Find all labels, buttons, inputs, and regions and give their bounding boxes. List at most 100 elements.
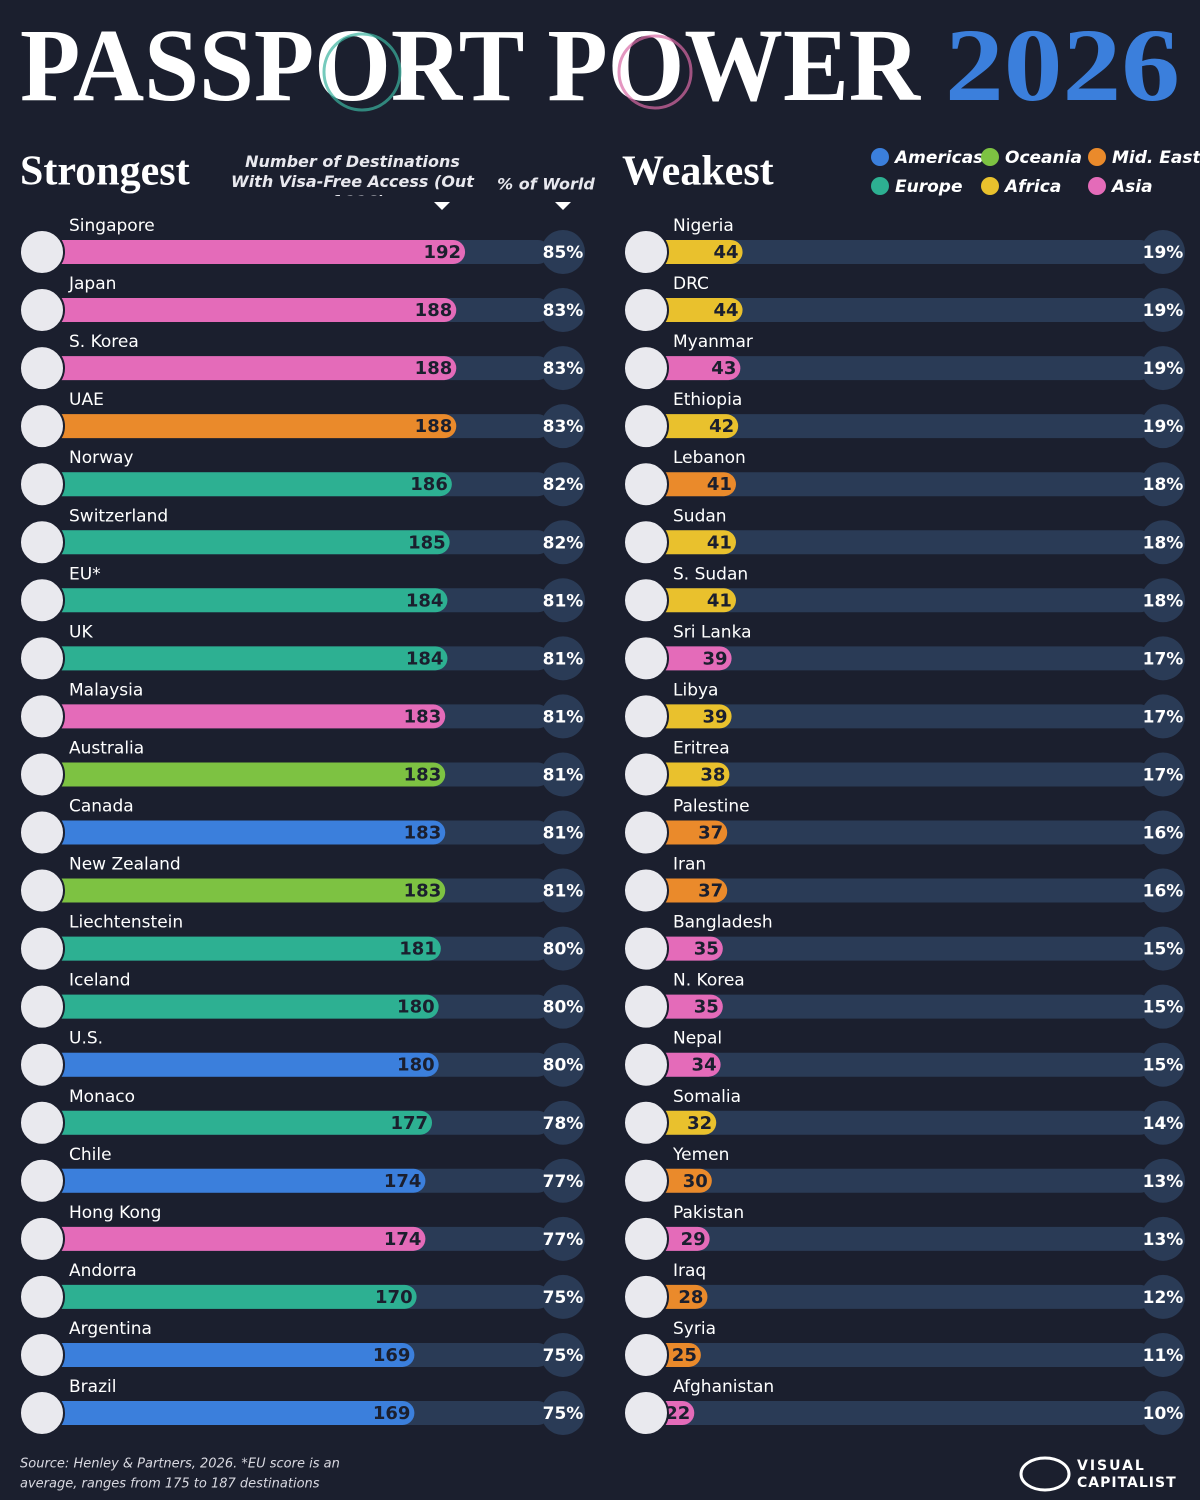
country-name: Syria [673,1319,716,1339]
legend-label: Americas [893,148,983,168]
percent-label: 15% [1143,1056,1184,1076]
bar [42,704,446,729]
percent-label: 81% [543,824,584,844]
percent-badge [1141,1332,1185,1377]
percent-badge [1141,868,1185,913]
bar [42,878,446,903]
percent-label: 85% [543,243,584,263]
value-label: 35 [694,997,719,1018]
percent-label: 78% [543,1114,584,1134]
bar [42,530,450,555]
percent-badge [1141,1100,1185,1145]
flag [623,1157,669,1204]
country-name: Chile [69,1145,112,1165]
country-name: Australia [69,738,144,758]
percent-label: 10% [1143,1404,1184,1424]
value-label: 180 [397,997,435,1018]
country-name: Bangladesh [673,913,773,933]
value-label: 28 [678,1287,703,1308]
country-name: Sri Lanka [673,622,752,642]
flag [19,1099,65,1146]
flag [623,287,669,334]
percent-label: 83% [543,417,584,437]
percent-label: 18% [1143,591,1184,611]
percent-badge [1141,752,1185,797]
flag [19,577,65,624]
flag [19,345,65,392]
track [646,298,1152,323]
flag [623,403,669,450]
country-name: Iran [673,855,706,875]
legend-swatch [871,177,889,195]
country-name: Argentina [69,1319,152,1339]
country-name: S. Korea [69,332,139,352]
flag [19,403,65,450]
value-label: 188 [415,300,453,321]
flag [19,287,65,334]
percent-label: 16% [1143,882,1184,902]
bar [42,936,441,961]
bar [42,762,446,787]
legend-swatch [981,148,999,166]
country-name: Palestine [673,797,750,817]
track [646,1342,1152,1367]
percent-label: 18% [1143,475,1184,495]
percent-badge [541,810,585,855]
value-label: 43 [711,358,736,379]
arrow [555,202,571,210]
percent-label: 77% [543,1230,584,1250]
percent-badge [1141,404,1185,449]
value-label: 180 [397,1055,435,1076]
value-label: 185 [408,532,446,553]
track [646,1110,1152,1135]
country-name: Japan [68,274,116,294]
legend-label: Europe [895,177,962,197]
country-name: S. Sudan [673,564,748,584]
country-name: EU* [69,564,101,584]
flag [19,1157,65,1204]
country-name: Liechtenstein [69,913,183,933]
value-label: 39 [703,706,728,727]
bar [42,1342,415,1367]
percent-label: 16% [1143,824,1184,844]
country-name: Norway [69,448,134,468]
value-label: 22 [665,1403,690,1424]
percent-label: 19% [1143,359,1184,379]
percent-badge [1141,230,1185,274]
bar [42,646,448,671]
percent-badge [541,1042,585,1087]
flag [623,1041,669,1088]
percent-badge [541,984,585,1029]
percent-label: 75% [543,1346,584,1366]
value-label: 183 [404,706,442,727]
country-name: UAE [69,390,104,410]
bar [42,1226,426,1251]
percent-badge [541,1158,585,1203]
flag [623,1215,669,1262]
country-name: Malaysia [69,680,143,700]
percent-badge [1141,926,1185,971]
value-label: 32 [687,1113,712,1134]
country-name: Andorra [69,1261,137,1281]
track [646,588,1152,613]
value-label: 29 [681,1229,706,1250]
value-label: 41 [707,474,732,495]
percent-badge [1141,520,1185,565]
bar [646,530,736,555]
value-label: 170 [375,1287,413,1308]
value-label: 37 [698,823,723,844]
value-label: 184 [406,648,444,669]
bar [42,1110,433,1135]
percent-badge [541,1274,585,1319]
track [646,704,1152,729]
track [646,414,1152,439]
track [646,356,1152,381]
flag [623,635,669,682]
value-label: 192 [424,242,462,263]
track [646,762,1152,787]
flag [623,1390,669,1436]
source: average, ranges from 175 to 187 destinat… [20,1477,320,1492]
percent-label: 15% [1143,998,1184,1018]
percent-badge [541,288,585,333]
